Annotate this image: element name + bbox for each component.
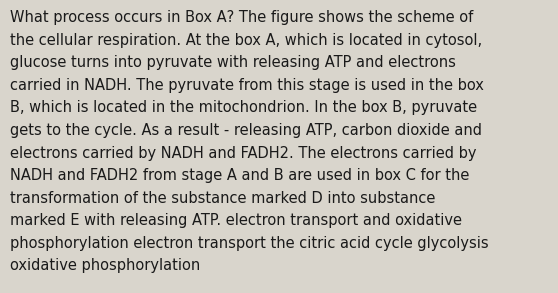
Text: electrons carried by NADH and FADH2. The electrons carried by: electrons carried by NADH and FADH2. The…	[10, 146, 477, 161]
Text: NADH and FADH2 from stage A and B are used in box C for the: NADH and FADH2 from stage A and B are us…	[10, 168, 469, 183]
Text: transformation of the substance marked D into substance: transformation of the substance marked D…	[10, 191, 435, 206]
Text: oxidative phosphorylation: oxidative phosphorylation	[10, 258, 200, 273]
Text: gets to the cycle. As a result - releasing ATP, carbon dioxide and: gets to the cycle. As a result - releasi…	[10, 123, 482, 138]
Text: the cellular respiration. At the box A, which is located in cytosol,: the cellular respiration. At the box A, …	[10, 33, 482, 48]
Text: glucose turns into pyruvate with releasing ATP and electrons: glucose turns into pyruvate with releasi…	[10, 55, 456, 70]
Text: B, which is located in the mitochondrion. In the box B, pyruvate: B, which is located in the mitochondrion…	[10, 100, 477, 115]
Text: What process occurs in Box A? The figure shows the scheme of: What process occurs in Box A? The figure…	[10, 10, 473, 25]
Text: marked E with releasing ATP. electron transport and oxidative: marked E with releasing ATP. electron tr…	[10, 213, 462, 228]
Text: carried in NADH. The pyruvate from this stage is used in the box: carried in NADH. The pyruvate from this …	[10, 78, 484, 93]
Text: phosphorylation electron transport the citric acid cycle glycolysis: phosphorylation electron transport the c…	[10, 236, 489, 251]
